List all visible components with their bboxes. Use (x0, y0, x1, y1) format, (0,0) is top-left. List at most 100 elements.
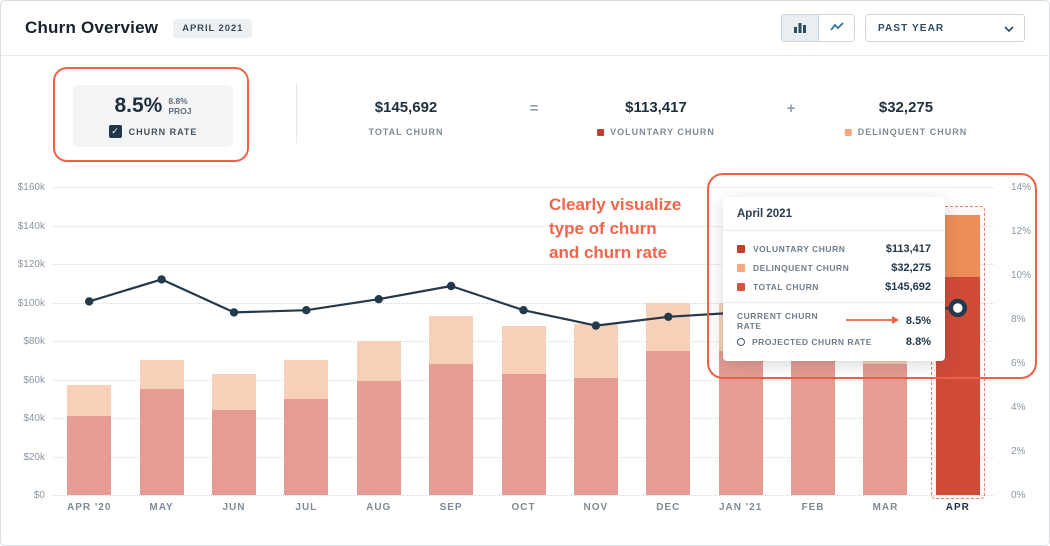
x-axis-tick: DEC (656, 502, 681, 513)
bar-jul[interactable] (284, 360, 329, 495)
voluntary-churn-marker-icon (597, 128, 605, 136)
x-axis: APR '20 MAY JUN JUL AUG SEP OCT NOV DEC JAN '21 FE… (53, 502, 994, 518)
line-chart-icon (829, 21, 844, 36)
x-axis-tick: NOV (583, 502, 609, 513)
y-axis-left-tick: $140k (17, 220, 45, 232)
period-dropdown-label: PAST YEAR (878, 22, 945, 34)
voluntary-churn-segment (646, 350, 691, 495)
delinquent-churn-segment (501, 325, 546, 374)
line-chart-view-button[interactable] (818, 15, 854, 41)
y-axis-right-tick: 8% (1011, 314, 1026, 325)
x-axis-tick: JUL (295, 502, 318, 513)
gridline (53, 495, 994, 496)
y-axis-right-tick: 4% (1011, 402, 1026, 413)
tooltip-total-label: TOTAL CHURN (753, 281, 819, 292)
delinquent-churn-segment (139, 360, 184, 390)
bar-aug[interactable] (356, 341, 401, 495)
delinquent-churn-segment (646, 302, 691, 351)
annotation-text: Clearly visualize type of churn and chur… (549, 193, 681, 265)
bar-jun[interactable] (211, 373, 256, 495)
y-axis-right-tick: 10% (1011, 270, 1032, 281)
bar-oct[interactable] (501, 325, 546, 495)
tooltip-row-voluntary: VOLUNTARY CHURN $113,417 (737, 239, 931, 258)
bar-dec[interactable] (646, 302, 691, 495)
period-dropdown[interactable]: PAST YEAR (865, 14, 1025, 42)
y-axis-right-tick: 6% (1011, 358, 1026, 369)
voluntary-churn-segment (284, 398, 329, 495)
tooltip-current-rate-value: 8.5% (905, 314, 931, 327)
tooltip-row-current-rate: CURRENT CHURN RATE 8.5% (737, 310, 931, 331)
y-axis-right-tick: 12% (1011, 226, 1032, 237)
voluntary-churn-segment (211, 410, 256, 495)
voluntary-churn-segment (139, 389, 184, 495)
tooltip-voluntary-label: VOLUNTARY CHURN (753, 243, 846, 254)
voluntary-churn-marker-icon (737, 244, 745, 253)
voluntary-churn-segment (67, 416, 112, 495)
y-axis-left-tick: $160k (17, 182, 45, 193)
x-axis-tick: APR '20 (66, 502, 112, 513)
y-axis-left: $0 $20k $40k $60k $80k $100k $120k $140k $160k (1, 182, 45, 501)
bar-sep[interactable] (429, 315, 474, 495)
period-badge: APRIL 2021 (173, 18, 253, 38)
delinquent-churn-segment (284, 360, 329, 399)
tooltip-projected-rate-value: 8.8% (905, 335, 931, 348)
voluntary-churn-label: VOLUNTARY CHURN (610, 127, 715, 137)
y-axis-left-tick: $40k (23, 413, 45, 424)
y-axis-right: 0% 2% 4% 6% 8% 10% 12% 14% (1011, 182, 1049, 501)
chevron-down-icon (1004, 19, 1014, 37)
x-axis-tick: MAR (872, 502, 899, 513)
y-axis-left-tick: $60k (23, 374, 45, 386)
bar-chart-icon (793, 21, 807, 36)
delinquent-churn-segment (211, 373, 256, 411)
header-controls: PAST YEAR (781, 14, 1025, 42)
chart-tooltip: April 2021 VOLUNTARY CHURN $113,417 DELI… (723, 197, 945, 361)
arrow-right-icon (845, 312, 900, 330)
x-axis-tick: JAN '21 (718, 502, 763, 513)
annotation-line-1: Clearly visualize (549, 195, 682, 214)
tooltip-row-total: TOTAL CHURN $145,692 (737, 277, 931, 296)
gridline (53, 187, 994, 188)
voluntary-churn-segment (429, 364, 474, 495)
bar-apr-20[interactable] (67, 385, 112, 495)
churn-rate-value: 8.5% (114, 94, 163, 117)
delinquent-churn-value: $32,275 (878, 99, 934, 116)
header: Churn Overview APRIL 2021 PAST YEAR (1, 1, 1049, 56)
delinquent-churn-label: DELINQUENT CHURN (857, 127, 968, 137)
y-axis-left-tick: $100k (17, 297, 45, 309)
delinquent-churn-segment (67, 385, 112, 417)
stats-divider (296, 83, 297, 143)
bar-nov[interactable] (573, 323, 618, 495)
x-axis-tick: AUG (366, 502, 392, 513)
voluntary-churn-segment (863, 364, 908, 495)
x-axis-tick: OCT (511, 502, 536, 513)
tooltip-delinquent-value: $32,275 (891, 261, 931, 274)
y-axis-left-tick: $20k (23, 451, 45, 463)
bar-chart-view-button[interactable] (782, 15, 818, 41)
tooltip-delinquent-label: DELINQUENT CHURN (753, 262, 850, 273)
delinquent-churn-segment (573, 323, 618, 378)
x-axis-tick: JUN (222, 502, 246, 513)
total-churn-marker-icon (737, 282, 745, 291)
churn-rate-projected-value: 8.8% (168, 96, 188, 106)
tooltip-row-delinquent: DELINQUENT CHURN $32,275 (737, 258, 931, 277)
tooltip-projected-rate-label: PROJECTED CHURN RATE (752, 336, 872, 347)
voluntary-churn-segment (718, 350, 763, 495)
delinquent-churn-marker-icon (737, 263, 745, 272)
churn-rate-checkbox[interactable]: ✓ (108, 125, 122, 138)
x-axis-tick: MAY (149, 502, 174, 513)
y-axis-right-tick: 14% (1011, 182, 1032, 193)
x-axis-tick: FEB (801, 502, 825, 513)
total-churn-value: $145,692 (374, 99, 438, 116)
tooltip-total-value: $145,692 (885, 280, 931, 293)
equals-sign: = (529, 100, 539, 117)
voluntary-churn-value: $113,417 (625, 99, 687, 116)
gridline (53, 225, 994, 227)
bar-may[interactable] (139, 360, 184, 495)
y-axis-left-tick: $80k (23, 336, 45, 347)
y-axis-right-tick: 0% (1011, 490, 1026, 501)
annotation-line-3: and churn rate (549, 243, 668, 262)
delinquent-churn-segment (429, 315, 474, 365)
plus-sign: + (786, 100, 796, 117)
x-axis-tick: APR (945, 502, 970, 513)
